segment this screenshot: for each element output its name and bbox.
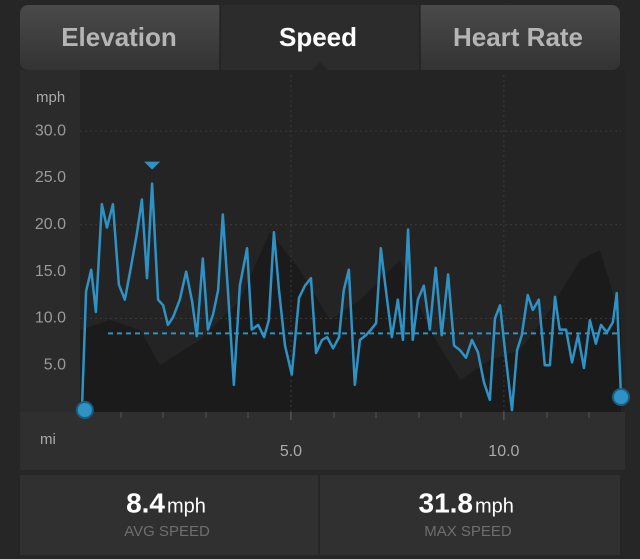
tab[interactable]: Speed — [279, 22, 357, 52]
y-tick-label: 5.0 — [44, 356, 66, 373]
minor-ticks — [120, 412, 590, 418]
x-axis-strip — [20, 412, 625, 470]
stat-box — [320, 475, 620, 555]
tab-notch — [312, 62, 328, 70]
y-tick-label: 20.0 — [35, 216, 66, 233]
endpoint — [75, 401, 94, 419]
y-tick-label: 10.0 — [35, 310, 66, 327]
stat-unit: mph — [475, 495, 514, 517]
tab[interactable]: Heart Rate — [453, 22, 583, 52]
stat-label: AVG SPEED — [124, 523, 210, 540]
speed-line — [80, 182, 623, 413]
tab[interactable]: Elevation — [61, 22, 177, 52]
x-tick-label: 5.0 — [280, 443, 302, 460]
y-tick-label: 30.0 — [35, 122, 66, 139]
max-marker — [144, 161, 161, 170]
stat-label: MAX SPEED — [424, 523, 512, 540]
stat-unit: mph — [167, 495, 206, 517]
x-axis-label: mi — [40, 431, 56, 448]
y-axis-label: mph — [36, 89, 65, 106]
y-tick-label: 15.0 — [35, 263, 66, 280]
endpoint — [612, 388, 630, 407]
x-tick-label: 10.0 — [488, 443, 519, 460]
stat-box — [20, 475, 318, 555]
stat-value: 31.8 — [419, 487, 474, 518]
active-tab[interactable] — [220, 5, 420, 70]
y-tick-label: 25.0 — [35, 169, 66, 186]
stat-value: 8.4 — [126, 487, 165, 518]
